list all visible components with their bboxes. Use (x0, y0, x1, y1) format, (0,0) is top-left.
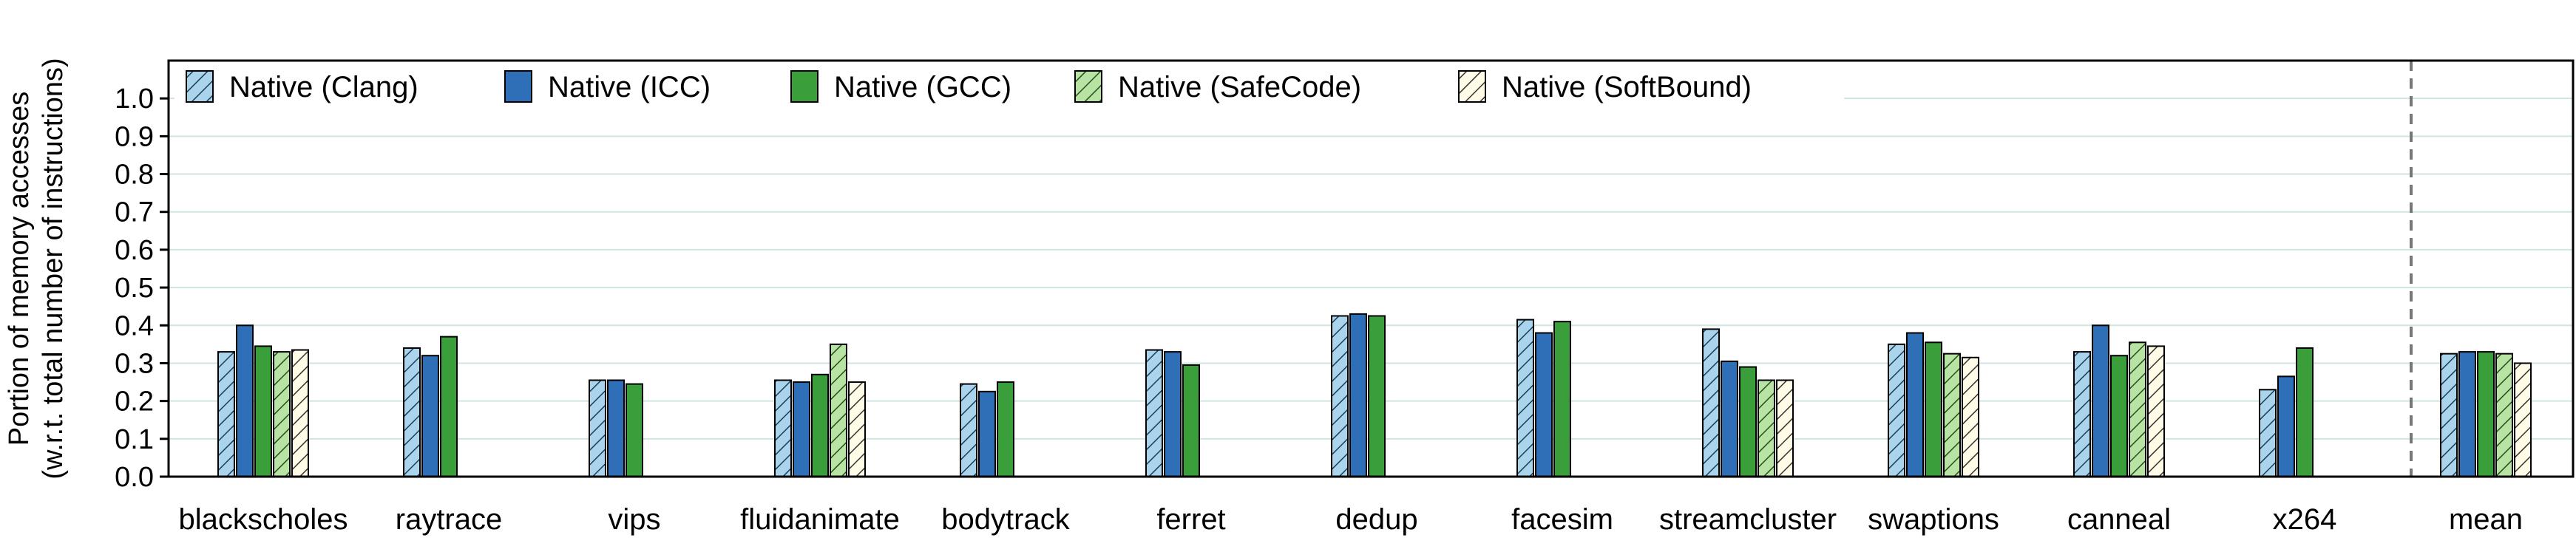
x-category-label: facesim (1511, 503, 1613, 536)
x-category-label: x264 (2273, 503, 2337, 536)
x-category-label: bodytrack (941, 503, 1070, 536)
bar-swaptions-3 (1943, 353, 1961, 477)
bar-facesim-0 (1516, 319, 1534, 477)
x-category-label: ferret (1156, 503, 1225, 536)
legend-label: Native (SoftBound) (1502, 71, 1752, 103)
y-tick-label: 0.4 (115, 310, 154, 341)
y-tick-label: 0.7 (115, 197, 154, 228)
bar-ferret-2 (1182, 364, 1200, 477)
bar-streamcluster-2 (1739, 366, 1757, 477)
x-category-label: mean (2449, 503, 2523, 536)
bar-swaptions-1 (1906, 332, 1924, 477)
x-category-label: raytrace (396, 503, 503, 536)
bar-blackscholes-1 (236, 324, 254, 478)
bar-blackscholes-4 (291, 349, 309, 478)
bar-streamcluster-4 (1776, 379, 1794, 478)
bar-vips-1 (607, 379, 625, 478)
bar-canneal-4 (2147, 345, 2165, 477)
legend-swatch (186, 70, 214, 103)
bar-canneal-3 (2129, 341, 2146, 477)
bar-mean-2 (2477, 351, 2495, 477)
legend-label: Native (ICC) (548, 71, 711, 103)
y-tick-label: 0.9 (115, 121, 154, 152)
y-axis-title-line2: (w.r.t. total number of instructions) (38, 58, 69, 479)
legend-label: Native (SafeCode) (1118, 71, 1361, 103)
bar-streamcluster-3 (1758, 379, 1775, 478)
bar-streamcluster-0 (1702, 328, 1720, 477)
y-tick-label: 0.2 (115, 387, 154, 418)
bar-fluidanimate-2 (811, 373, 829, 477)
legend-swatch (1074, 70, 1102, 103)
legend: Native (Clang) Native (ICC) Native (GCC) Na… (174, 64, 1844, 108)
y-axis-title-line1: Portion of memory accesses (4, 92, 35, 446)
bar-vips-2 (626, 383, 643, 478)
bar-blackscholes-2 (254, 345, 272, 477)
legend-swatch (1458, 70, 1486, 103)
x-category-label: dedup (1335, 503, 1417, 536)
bar-fluidanimate-4 (848, 381, 866, 478)
bar-facesim-1 (1535, 332, 1553, 477)
bar-ferret-0 (1145, 349, 1163, 478)
bar-blackscholes-0 (217, 351, 235, 477)
x-category-label: swaptions (1868, 503, 1999, 536)
bar-canneal-1 (2092, 324, 2109, 478)
y-tick-label: 0.5 (115, 273, 154, 304)
bar-dedup-0 (1331, 315, 1349, 477)
bar-fluidanimate-0 (774, 379, 792, 478)
x-category-label: fluidanimate (740, 503, 900, 536)
bar-fluidanimate-1 (793, 381, 810, 478)
bar-vips-0 (589, 379, 606, 478)
y-tick-label: 0.6 (115, 235, 154, 266)
bar-mean-1 (2458, 351, 2476, 477)
x-category-label: vips (608, 503, 660, 536)
bar-x264-2 (2296, 347, 2314, 477)
bar-dedup-2 (1368, 315, 1386, 477)
x-category-label: canneal (2067, 503, 2171, 536)
y-tick-label: 1.0 (115, 84, 154, 115)
legend-background (174, 64, 1844, 108)
bar-dedup-1 (1349, 313, 1367, 477)
bar-mean-4 (2514, 362, 2532, 478)
legend-swatch (504, 70, 532, 103)
bar-canneal-0 (2073, 351, 2091, 477)
bar-raytrace-0 (403, 347, 421, 477)
y-axis-title: Portion of memory accesses (w.r.t. total … (4, 58, 69, 479)
legend-swatch (790, 70, 818, 103)
bar-mean-3 (2495, 353, 2513, 477)
x-category-label: blackscholes (178, 503, 348, 536)
plot-frame (167, 59, 2575, 478)
y-tick-label: 0.0 (115, 462, 154, 493)
bar-x264-0 (2259, 389, 2277, 477)
legend-label: Native (GCC) (834, 71, 1011, 103)
y-tick-label: 0.1 (115, 424, 154, 455)
bars (217, 313, 2532, 478)
bar-mean-0 (2440, 353, 2458, 477)
bar-swaptions-0 (1888, 343, 1905, 478)
bar-blackscholes-3 (273, 351, 291, 477)
bar-facesim-2 (1553, 321, 1571, 477)
y-axis-ticks: 0.0 0.1 0.2 0.3 0.4 0.5 0.6 0.7 0.8 0.9 1.0 (115, 84, 169, 493)
bar-x264-1 (2277, 375, 2295, 478)
bar-bodytrack-2 (997, 381, 1014, 478)
bar-swaptions-4 (1962, 356, 1979, 478)
x-axis-labels: blackscholes raytrace vips fluidanimate body… (178, 503, 2523, 536)
y-tick-label: 0.8 (115, 160, 154, 191)
bar-raytrace-2 (440, 336, 458, 477)
bar-swaptions-2 (1925, 341, 1942, 477)
bar-ferret-1 (1164, 351, 1182, 477)
y-tick-label: 0.3 (115, 348, 154, 379)
bar-bodytrack-0 (960, 383, 977, 478)
bar-canneal-2 (2110, 355, 2128, 477)
bar-bodytrack-1 (978, 390, 996, 477)
legend-label: Native (Clang) (229, 71, 418, 103)
bar-streamcluster-1 (1721, 360, 1738, 477)
bar-raytrace-1 (421, 355, 439, 477)
x-category-label: streamcluster (1659, 503, 1837, 536)
gridlines (169, 98, 2573, 440)
bar-fluidanimate-3 (830, 343, 847, 478)
